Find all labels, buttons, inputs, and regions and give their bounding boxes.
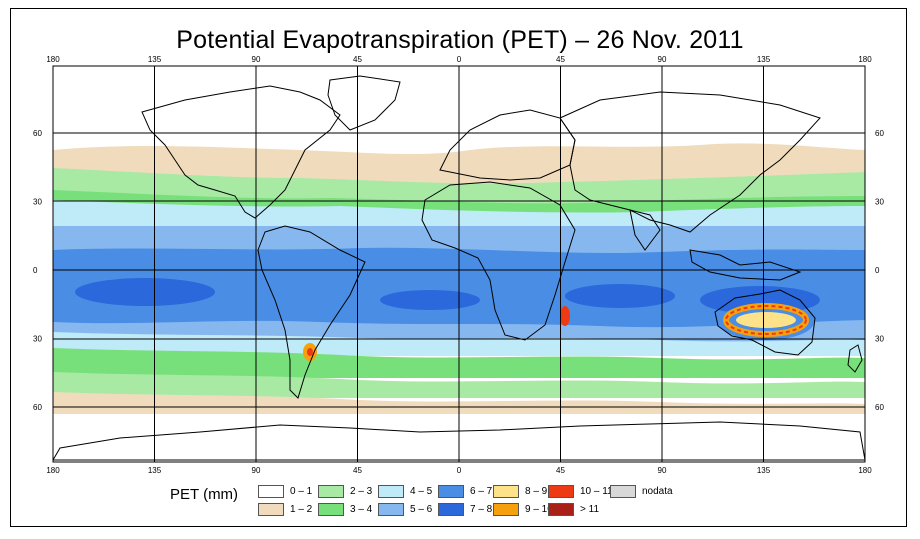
legend-swatch	[493, 484, 519, 498]
legend-label: 8 – 9	[525, 485, 548, 497]
lon-tick-label-bottom: 90	[658, 466, 667, 475]
legend-swatch	[548, 484, 574, 498]
figure-frame	[10, 8, 907, 527]
lat-tick-label-right: 30	[875, 335, 884, 344]
legend-label: 9 – 10	[525, 503, 553, 515]
graticule	[53, 66, 865, 462]
legend-label: 6 – 7	[470, 485, 493, 497]
legend-swatch	[318, 484, 344, 498]
legend-item: 10 – 11	[548, 484, 613, 498]
legend-label: 1 – 2	[290, 503, 313, 515]
lat-tick-label-right: 30	[875, 198, 884, 207]
lat-tick-label-left: 30	[33, 198, 42, 207]
lat-tick-label-right: 0	[875, 266, 880, 275]
australia-hotspot	[718, 303, 814, 340]
legend-swatch	[548, 502, 574, 516]
lon-tick-label-top: 45	[353, 55, 362, 64]
lon-tick-label-top: 135	[757, 55, 771, 64]
legend-label: > 11	[580, 503, 599, 515]
lon-tick-label-top: 180	[858, 55, 872, 64]
lon-tick-label-top: 135	[148, 55, 162, 64]
legend-label: 4 – 5	[410, 485, 433, 497]
lat-tick-label-left: 30	[33, 335, 42, 344]
argentina-hotspot	[303, 343, 317, 361]
lon-tick-label-bottom: 45	[556, 466, 565, 475]
legend-swatch	[438, 484, 464, 498]
legend-swatch	[378, 484, 404, 498]
lon-tick-label-top: 90	[252, 55, 261, 64]
lat-tick-label-right: 60	[875, 403, 884, 412]
legend-swatch	[258, 484, 284, 498]
legend-item: 4 – 5	[378, 484, 432, 498]
legend-label: 7 – 8	[470, 503, 493, 515]
legend-item: 6 – 7	[438, 484, 492, 498]
legend-label: 2 – 3	[350, 485, 373, 497]
legend-label: 5 – 6	[410, 503, 433, 515]
legend-item: 3 – 4	[318, 502, 372, 516]
lat-tick-label-left: 60	[33, 403, 42, 412]
lon-tick-label-bottom: 180	[46, 466, 60, 475]
legend-swatch	[378, 502, 404, 516]
lon-tick-label-top: 180	[46, 55, 60, 64]
legend-item: 1 – 2	[258, 502, 312, 516]
lat-tick-label-left: 60	[33, 129, 42, 138]
lon-tick-label-bottom: 135	[148, 466, 162, 475]
lon-tick-label-bottom: 45	[353, 466, 362, 475]
legend-item: 0 – 1	[258, 484, 312, 498]
legend-item: 8 – 9	[493, 484, 547, 498]
legend-title: PET (mm)	[170, 486, 239, 503]
legend-label: 10 – 11	[580, 485, 613, 497]
legend-swatch	[610, 484, 636, 498]
legend-item: nodata	[610, 484, 673, 498]
axis-ticks: 180 180 135 135 90 90 45 45 0 0 45 45 90 90 135 135 180 1…	[33, 55, 884, 475]
legend-swatch	[318, 502, 344, 516]
lon-tick-label-bottom: 135	[757, 466, 771, 475]
legend-item: 9 – 10	[493, 502, 553, 516]
legend-label: 0 – 1	[290, 485, 313, 497]
legend-swatch	[258, 502, 284, 516]
lon-tick-label-bottom: 90	[252, 466, 261, 475]
lon-tick-label-top: 0	[457, 55, 462, 64]
map-border	[52, 65, 866, 463]
lon-tick-label-top: 45	[556, 55, 565, 64]
legend-item: > 11	[548, 502, 599, 516]
legend-item: 2 – 3	[318, 484, 372, 498]
lat-tick-label-right: 60	[875, 129, 884, 138]
south-africa-hotspot	[560, 306, 570, 326]
legend-swatch	[493, 502, 519, 516]
lon-tick-label-bottom: 180	[858, 466, 872, 475]
legend-item: 5 – 6	[378, 502, 432, 516]
lon-tick-label-top: 90	[658, 55, 667, 64]
legend-label: 3 – 4	[350, 503, 373, 515]
legend-swatch	[438, 502, 464, 516]
legend-item: 7 – 8	[438, 502, 492, 516]
lat-tick-label-left: 0	[33, 266, 38, 275]
lon-tick-label-bottom: 0	[457, 466, 462, 475]
map-title: Potential Evapotranspiration (PET) – 26 …	[176, 26, 744, 54]
legend-label: nodata	[642, 485, 673, 497]
